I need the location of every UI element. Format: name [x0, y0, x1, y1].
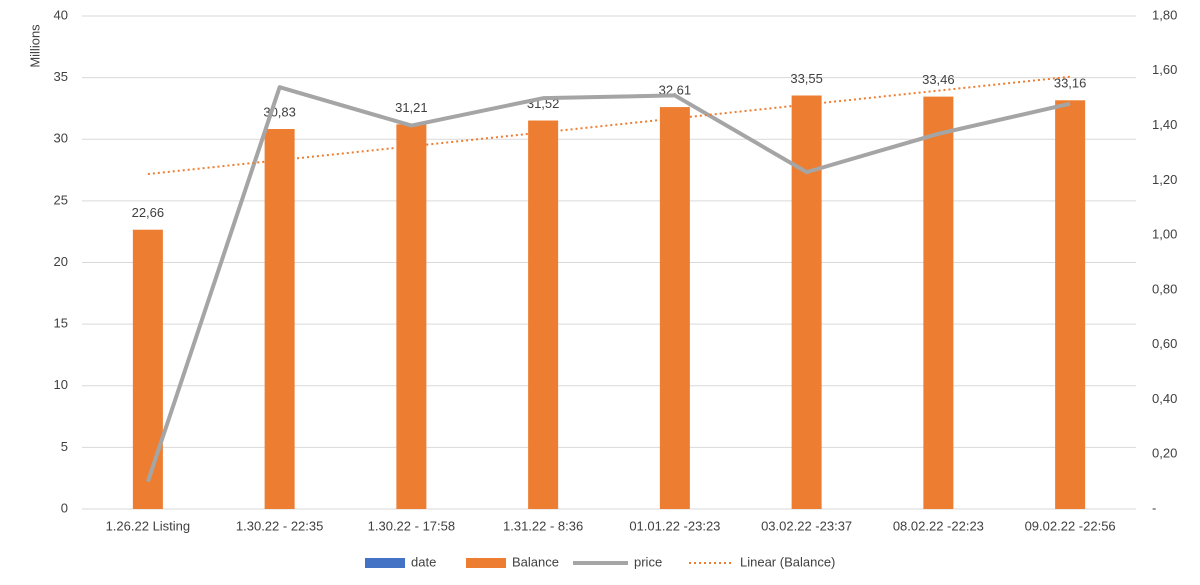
y-tick-label: 25	[54, 192, 68, 207]
legend-label: price	[634, 554, 662, 569]
legend-label: date	[411, 554, 436, 569]
y-tick-label: 30	[54, 131, 68, 146]
y2-tick-label: 0,60	[1152, 336, 1177, 351]
y2-tick-label: 0,80	[1152, 281, 1177, 296]
y2-tick-label: 1,40	[1152, 117, 1177, 132]
y2-tick-label: 0,40	[1152, 391, 1177, 406]
x-tick-label: 1.26.22 Listing	[106, 518, 191, 533]
legend-swatch	[466, 558, 506, 568]
bar	[791, 95, 822, 509]
bar	[528, 120, 559, 510]
x-tick-label: 09.02.22 -22:56	[1025, 518, 1116, 533]
y-tick-label: 10	[54, 377, 68, 392]
y2-tick-label: 0,20	[1152, 446, 1177, 461]
data-label: 33,46	[922, 72, 955, 87]
bar	[1055, 100, 1086, 509]
x-tick-label: 08.02.22 -22:23	[893, 518, 984, 533]
bar	[396, 124, 427, 510]
y-tick-label: 5	[61, 439, 68, 454]
y-axis-label: Millions	[27, 24, 42, 68]
bar	[264, 129, 295, 509]
y2-tick-label: 1,00	[1152, 227, 1177, 242]
bar	[923, 96, 954, 509]
x-tick-label: 1.31.22 - 8:36	[503, 518, 583, 533]
x-tick-label: 1.30.22 - 17:58	[368, 518, 455, 533]
bar	[659, 107, 690, 509]
x-tick-label: 1.30.22 - 22:35	[236, 518, 323, 533]
data-label: 31,21	[395, 100, 428, 115]
legend-label: Balance	[512, 554, 559, 569]
data-label: 22,66	[132, 205, 165, 220]
legend-label: Linear (Balance)	[740, 554, 835, 569]
y-tick-label: 40	[54, 7, 68, 22]
y-tick-label: 20	[54, 254, 68, 269]
x-tick-label: 01.01.22 -23:23	[629, 518, 720, 533]
y2-tick-label: 1,20	[1152, 172, 1177, 187]
bar	[132, 229, 163, 509]
y2-tick-label: 1,60	[1152, 62, 1177, 77]
y2-tick-label: 1,80	[1152, 7, 1177, 22]
price-line	[145, 85, 1071, 483]
y-tick-label: 0	[61, 500, 68, 515]
x-tick-label: 03.02.22 -23:37	[761, 518, 852, 533]
legend-swatch	[365, 558, 405, 568]
data-label: 33,55	[790, 71, 823, 86]
y2-tick-label: -	[1152, 500, 1156, 515]
y-tick-label: 15	[54, 316, 68, 331]
y-tick-label: 35	[54, 69, 68, 84]
data-label: 33,16	[1054, 76, 1087, 91]
